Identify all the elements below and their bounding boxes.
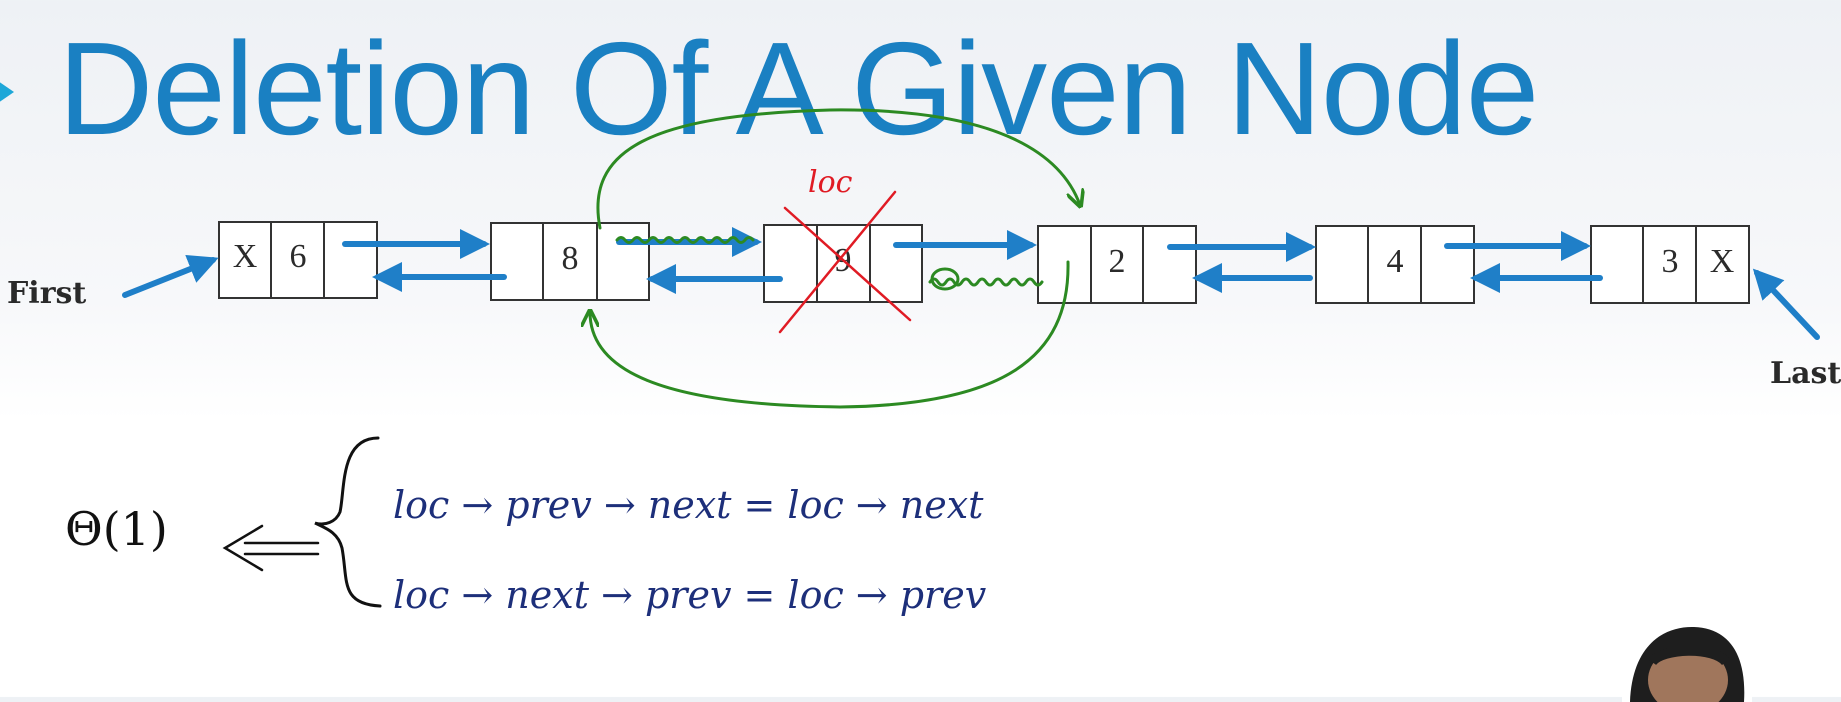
presenter-video bbox=[1622, 622, 1752, 702]
presenter-avatar bbox=[1622, 622, 1752, 702]
formula-line-2: loc → next → prev = loc → prev bbox=[393, 573, 987, 617]
node-3: 9 bbox=[763, 224, 923, 303]
loc-label: loc bbox=[808, 165, 853, 200]
slide-bullet bbox=[0, 70, 14, 114]
node-2-value: 8 bbox=[562, 240, 579, 277]
formula-line-1: loc → prev → next = loc → next bbox=[393, 483, 984, 527]
scribble-prev-3 bbox=[928, 277, 1044, 287]
arrow-last bbox=[1752, 268, 1820, 340]
node-6: 3 X bbox=[1590, 225, 1750, 304]
node-1: X 6 bbox=[218, 221, 378, 299]
node-5: 4 bbox=[1315, 225, 1475, 304]
node-1-value: 6 bbox=[290, 238, 307, 275]
deleted-cross bbox=[778, 190, 912, 334]
node-2: 8 bbox=[490, 222, 650, 301]
node-6-next: X bbox=[1710, 243, 1735, 280]
implies-arrow bbox=[222, 524, 320, 572]
relink-prev-arc bbox=[590, 260, 1070, 409]
relink-next-arc bbox=[596, 108, 1080, 230]
scribble-blob bbox=[930, 267, 960, 291]
node-4: 2 bbox=[1037, 225, 1197, 304]
node-1-prev: X bbox=[233, 238, 258, 275]
slide-title: Deletion Of A Given Node bbox=[58, 15, 1539, 162]
last-label: Last bbox=[1770, 356, 1841, 391]
node-5-value: 4 bbox=[1387, 243, 1404, 280]
arrow-first bbox=[122, 254, 219, 298]
node-6-value: 3 bbox=[1662, 243, 1679, 280]
node-4-value: 2 bbox=[1109, 243, 1126, 280]
curly-brace bbox=[314, 436, 382, 608]
first-label: First bbox=[7, 276, 86, 311]
complexity: Θ(1) bbox=[65, 502, 168, 556]
scribble-next-2 bbox=[615, 236, 755, 244]
